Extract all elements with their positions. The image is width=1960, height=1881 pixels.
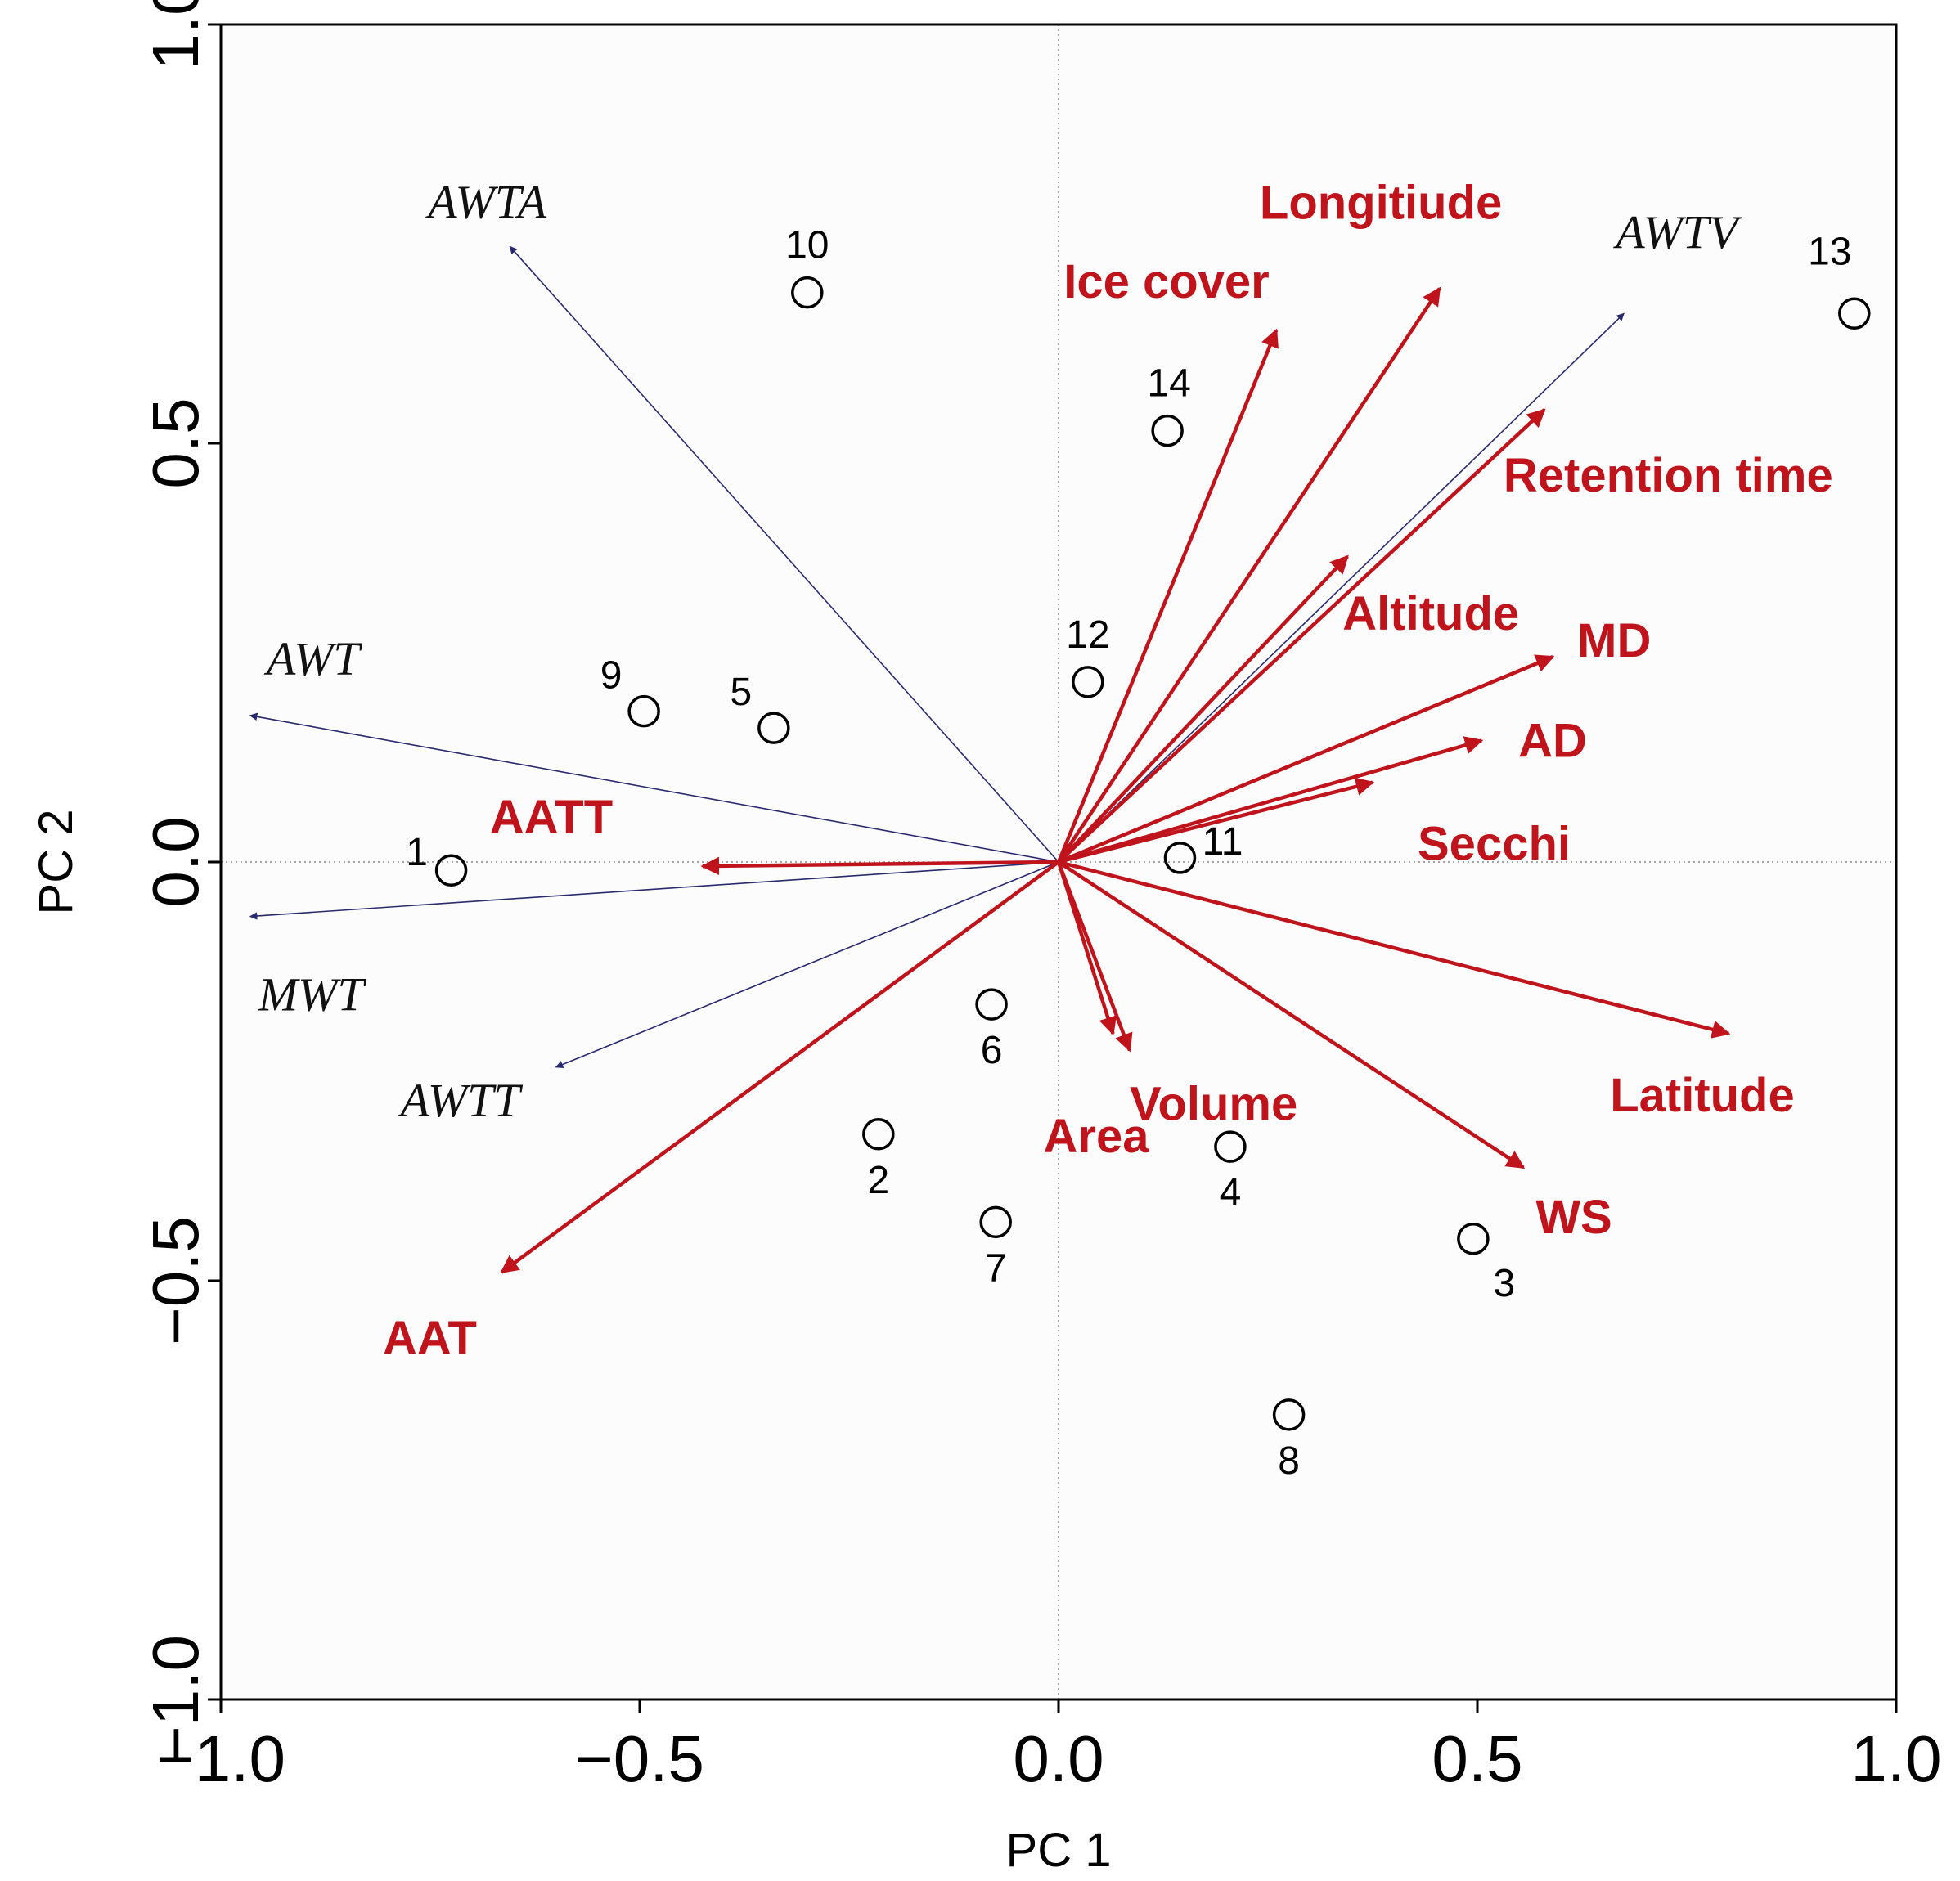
site-label-13: 13: [1808, 230, 1851, 273]
site-marker-13: [1838, 297, 1871, 330]
env-label-ad: AD: [1518, 715, 1587, 768]
env-label-ice-cover: Ice cover: [1063, 255, 1270, 308]
y-axis: −1.0 −0.5 0.0 0.5 1.0: [139, 0, 221, 1764]
site-marker-4: [1214, 1130, 1247, 1163]
site-marker-9: [627, 694, 660, 728]
env-vector-aatt: [700, 856, 1059, 876]
response-label-mwt: MWT: [258, 968, 367, 1021]
env-label-md: MD: [1577, 614, 1651, 667]
env-label-secchi: Secchi: [1418, 818, 1571, 871]
site-marker-8: [1272, 1398, 1306, 1431]
site-marker-11: [1163, 842, 1197, 874]
env-vector-aat: [500, 860, 1060, 1274]
env-label-aat: AAT: [383, 1312, 477, 1365]
y-tick-label: −0.5: [139, 1216, 212, 1345]
env-label-ws: WS: [1535, 1191, 1612, 1244]
site-marker-5: [757, 712, 790, 744]
site-marker-12: [1072, 666, 1104, 698]
x-tick-label: 1.0: [1850, 1722, 1941, 1795]
env-vector-secchi: [1058, 777, 1375, 864]
env-label-aatt: AATT: [490, 791, 613, 844]
site-marker-6: [975, 988, 1008, 1021]
env-vector-ad: [1058, 736, 1484, 864]
site-marker-7: [979, 1205, 1012, 1239]
response-label-awtt: AWTT: [398, 1074, 524, 1127]
site-label-10: 10: [785, 224, 829, 267]
y-tick-label: 1.0: [139, 0, 212, 70]
site-marker-2: [862, 1118, 895, 1151]
env-vector-ice-cover: [1056, 328, 1279, 863]
site-label-8: 8: [1278, 1439, 1300, 1483]
response-vector-mwt: [249, 861, 1059, 920]
site-marker-14: [1151, 414, 1184, 447]
site-label-6: 6: [981, 1029, 1003, 1072]
y-axis-title: PC 2: [29, 810, 83, 915]
site-label-4: 4: [1220, 1171, 1242, 1214]
env-label-volume: Volume: [1130, 1077, 1297, 1130]
env-vector-longitiude: [1057, 286, 1441, 864]
site-label-14: 14: [1147, 362, 1190, 406]
response-vector-awta: [509, 245, 1059, 863]
site-label-1: 1: [406, 831, 428, 874]
site-label-5: 5: [730, 671, 752, 714]
site-label-12: 12: [1066, 613, 1109, 657]
site-label-7: 7: [985, 1246, 1007, 1290]
y-tick-label: 0.5: [139, 397, 212, 488]
site-label-2: 2: [867, 1159, 889, 1202]
y-tick-label: 0.0: [139, 816, 212, 907]
response-label-awta: AWTA: [425, 175, 547, 228]
env-vector-retention-time: [1057, 408, 1546, 864]
x-axis-title: PC 1: [1006, 1824, 1112, 1877]
env-vector-ws: [1057, 860, 1526, 1169]
response-label-awtv: AWTV: [1612, 205, 1743, 258]
site-marker-1: [434, 854, 468, 887]
x-tick-label: −0.5: [575, 1722, 704, 1795]
env-label-area: Area: [1044, 1110, 1150, 1163]
env-label-retention-time: Retention time: [1504, 449, 1833, 502]
x-tick-label: −1.0: [156, 1722, 285, 1795]
response-vectors: [249, 245, 1625, 1069]
site-label-11: 11: [1203, 820, 1243, 864]
vector-labels: Longitiude Ice cover Retention time Altitud…: [258, 175, 1833, 1364]
site-label-3: 3: [1494, 1262, 1516, 1305]
site-marker-10: [791, 276, 824, 309]
site-label-9: 9: [600, 654, 623, 698]
response-vector-awtt: [555, 861, 1059, 1069]
x-tick-label: 0.0: [1013, 1722, 1104, 1795]
response-vector-awt: [249, 712, 1059, 863]
x-axis: −1.0 −0.5 0.0 0.5 1.0: [156, 1699, 1942, 1795]
env-label-altitude: Altitude: [1342, 587, 1519, 640]
env-label-longitiude: Longitiude: [1260, 177, 1502, 230]
env-vector-latitude: [1058, 860, 1731, 1039]
env-vector-altitude: [1057, 554, 1349, 864]
env-vector-md: [1058, 654, 1555, 864]
response-label-awt: AWT: [263, 632, 363, 685]
y-tick-label: −1.0: [139, 1635, 212, 1764]
x-tick-label: 0.5: [1432, 1722, 1522, 1795]
environmental-vectors: [500, 286, 1731, 1274]
site-marker-3: [1457, 1223, 1490, 1255]
response-vector-awtv: [1058, 312, 1625, 863]
env-vector-area: [1056, 861, 1117, 1036]
env-label-latitude: Latitude: [1610, 1069, 1795, 1122]
